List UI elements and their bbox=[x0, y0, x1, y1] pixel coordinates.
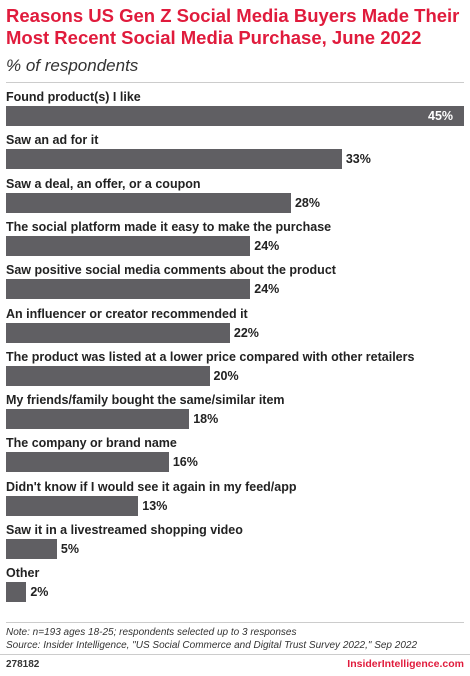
bar bbox=[6, 192, 291, 213]
category-label: My friends/family bought the same/simila… bbox=[6, 393, 285, 408]
value-label: 28% bbox=[294, 195, 320, 210]
category-label: Saw a deal, an offer, or a coupon bbox=[6, 176, 201, 191]
value-label: 45% bbox=[428, 109, 454, 123]
value-label: 2% bbox=[30, 585, 49, 600]
bar bbox=[6, 495, 139, 516]
category-label: The social platform made it easy to make… bbox=[6, 219, 332, 234]
bar bbox=[6, 322, 230, 343]
value-label: 13% bbox=[142, 498, 168, 513]
footer-divider bbox=[0, 654, 470, 655]
category-label: Saw it in a livestreamed shopping video bbox=[6, 523, 243, 537]
bar bbox=[6, 409, 190, 430]
bar bbox=[6, 279, 251, 300]
value-label: 16% bbox=[172, 455, 198, 470]
source-text: Source: Insider Intelligence, "US Social… bbox=[6, 639, 418, 651]
value-label: 33% bbox=[345, 152, 371, 167]
bottom-divider bbox=[6, 622, 464, 623]
value-label: 24% bbox=[254, 238, 280, 253]
chart-subtitle: % of respondents bbox=[6, 56, 139, 75]
bar bbox=[6, 149, 342, 170]
bar bbox=[6, 106, 464, 126]
note-text: Note: n=193 ages 18-25; respondents sele… bbox=[6, 627, 297, 638]
category-label: Saw positive social media comments about… bbox=[6, 263, 336, 278]
category-label: Found product(s) I like bbox=[6, 90, 141, 104]
category-label: The company or brand name bbox=[6, 436, 177, 451]
category-label: Other bbox=[6, 566, 40, 581]
chart-notes: Note: n=193 ages 18-25; respondents sele… bbox=[6, 627, 466, 652]
value-label: 5% bbox=[60, 542, 79, 556]
category-label: The product was listed at a lower price … bbox=[6, 349, 415, 364]
category-label: An influencer or creator recommended it bbox=[6, 306, 248, 321]
value-label: 24% bbox=[254, 282, 280, 297]
top-divider bbox=[6, 82, 464, 83]
chart-title: Reasons US Gen Z Social Media Buyers Mad… bbox=[6, 5, 460, 48]
value-label: 18% bbox=[193, 412, 219, 427]
bar bbox=[6, 365, 210, 386]
brand-link[interactable]: InsiderIntelligence.com bbox=[347, 658, 464, 670]
category-label: Didn't know if I would see it again in m… bbox=[6, 479, 297, 494]
value-label: 20% bbox=[213, 368, 239, 383]
bar bbox=[6, 582, 27, 603]
bar bbox=[6, 452, 169, 473]
category-label: Saw an ad for it bbox=[6, 133, 99, 148]
value-label: 22% bbox=[233, 325, 259, 340]
bar bbox=[6, 235, 251, 256]
bar bbox=[6, 539, 57, 559]
chart-id: 278182 bbox=[6, 659, 40, 670]
bar-chart: Found product(s) I like 45% Saw an ad for … bbox=[0, 86, 470, 616]
